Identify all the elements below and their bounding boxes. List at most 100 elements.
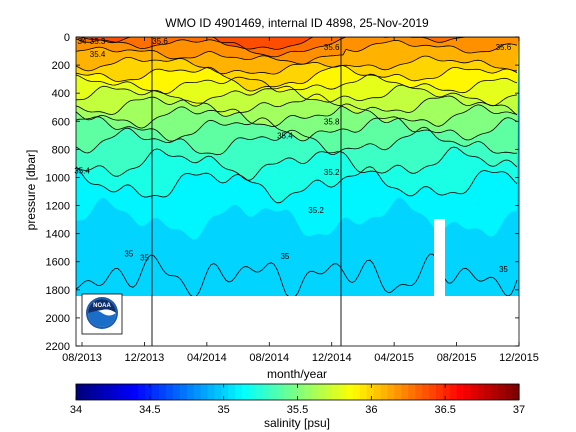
band-36.25 [76,37,519,57]
contour-label: 35.6 [324,43,340,52]
colorbar-cell [359,384,368,400]
x-tick-label: 12/2015 [499,352,539,364]
contour-35.35 [76,126,518,156]
colorbar-cell [117,384,126,400]
x-axis-label: month/year [267,367,327,381]
contour-label: 35.3 [90,37,106,46]
colorbar-cell [172,384,181,400]
x-tick-label: 08/2013 [62,352,102,364]
chart-title: WMO ID 4901469, internal ID 4898, 25-Nov… [165,16,429,30]
colorbar-cell [228,384,236,400]
colorbar-cell [76,384,84,400]
colorbar-cell [380,384,389,400]
contour-35.55 [76,103,518,129]
colorbar-cell [512,384,520,400]
colorbar: 34 34.5 35 35.5 36 36.5 37 salinity [psu] [70,383,525,430]
colorbar-cell [124,384,132,400]
colorbar-cell [200,384,209,400]
colorbar-cell [221,384,229,400]
x-tick-label: 04/2015 [374,352,414,364]
colorbar-cell [103,384,112,400]
colorbar-cell [498,384,506,400]
colorbar-cell [186,384,195,400]
y-tick-label: 2000 [46,313,70,325]
colorbar-cell [131,384,139,400]
no-data-gap [434,219,445,299]
colorbar-cell [89,384,98,400]
contour-35.15 [76,166,518,204]
contour-label: 35.4 [90,50,106,59]
colorbar-cell [152,384,160,400]
colorbar-cell [422,384,430,400]
colorbar-cell [297,384,306,400]
colorbar-cell [505,384,513,400]
x-tick-label: 08/2014 [249,352,289,364]
contour-label: 34 [78,37,87,46]
contour-label: 35.2 [324,168,340,177]
y-tick-label: 1400 [46,229,70,241]
colorbar-cell [470,384,479,400]
colorbar-cell [415,384,423,400]
colorbar-cell [484,384,492,400]
contour-35.85 [76,73,518,95]
contour-label: 35.2 [308,206,324,215]
colorbar-cell [311,384,319,400]
no-data-bottom [76,296,519,346]
x-tick-label: 12/2013 [125,352,165,364]
contour-label: 35 [140,254,149,263]
y-tick-label: 1800 [46,285,70,297]
x-tick-label: 08/2015 [437,352,477,364]
colorbar-tick-label: 34.5 [139,404,160,416]
contour-labels: 34 35.3 35.4 35.6 35.6 35.6 35.8 35.4 35.4 35.2 35… [74,37,512,274]
colorbar-cell [463,384,472,400]
colorbar-tick-label: 37 [513,404,525,416]
plot-frame [75,36,520,347]
colorbar-tick-label: 36.5 [434,404,455,416]
y-tick-label: 200 [52,60,70,72]
colorbar-cell [207,384,216,400]
contour-36.15 [76,39,518,65]
contour-36.25 [76,37,517,58]
colorbar-cell [408,384,416,400]
colorbar-cell [449,384,458,400]
contour-35.65 [76,93,518,117]
x-tick-label: 12/2014 [312,352,352,364]
contour-35.45 [76,116,518,142]
contour-36.05 [76,55,518,75]
contour-36.35 [76,37,517,50]
colorbar-cell [165,384,174,400]
colorbar-cell [332,384,340,400]
contour-label: 35 [280,252,289,261]
y-tick-label: 800 [52,144,70,156]
colorbar-cell [435,384,444,400]
colorbar-cell [394,384,402,400]
colorbar-cell [345,384,354,400]
contour-label: 35.4 [74,166,90,175]
contour-label: 35.6 [152,37,168,46]
y-axis-label: pressure [dbar] [24,150,38,231]
y-tick-label: 400 [52,88,70,100]
contour-label: 35.6 [496,43,512,52]
colorbar-cell [442,384,451,400]
colorbar-cell [276,384,285,400]
colorbar-cell [456,384,465,400]
band-36.35 [76,37,519,50]
colorbar-cell [304,384,312,400]
no-data-regions [76,219,519,346]
y-tick-label: 1600 [46,257,70,269]
colorbar-label: salinity [psu] [264,416,330,430]
colorbar-cell [429,384,437,400]
logo-text: NOAA [93,303,111,309]
colorbar-tick-label: 35 [218,404,230,416]
colorbar-cell [96,384,105,400]
colorbar-cell [366,384,375,400]
contour-35.75 [76,84,518,107]
colorbar-cell [82,384,91,400]
colorbar-cell [401,384,409,400]
colorbar-cell [339,384,347,400]
colorbar-cell [290,384,299,400]
colorbar-cell [477,384,485,400]
contour-35.25 [76,146,518,181]
colorbar-cell [214,384,222,400]
